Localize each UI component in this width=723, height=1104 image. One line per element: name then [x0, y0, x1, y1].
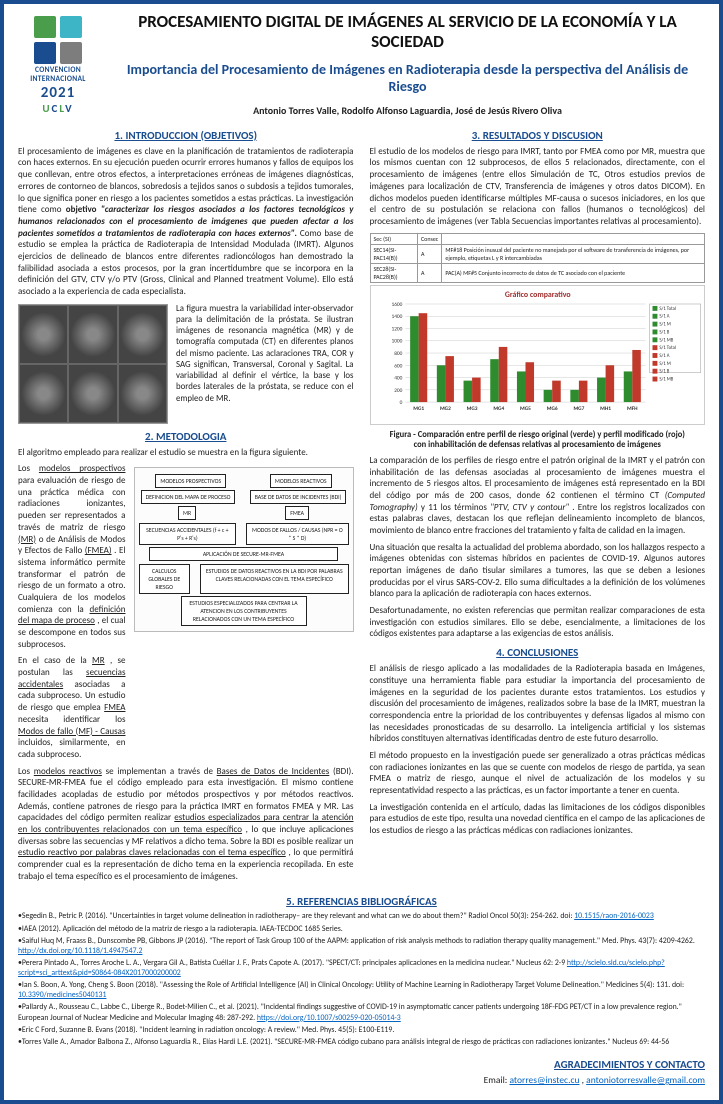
concl-p2: El método propuesto en la investigación …	[370, 750, 706, 797]
logo-sq	[60, 16, 82, 38]
svg-text:600: 600	[394, 363, 402, 369]
svg-text:S/1 B: S/1 B	[659, 330, 669, 335]
svg-text:MG7: MG7	[573, 406, 584, 412]
reference-item: •Pallardy A., Rousseau C., Labbe C., Lib…	[18, 1003, 705, 1023]
svg-text:MG1: MG1	[413, 406, 424, 412]
logo-label: CONVENCION INTERNACIONAL	[18, 66, 98, 84]
logo-uclv: UCLV	[18, 102, 98, 115]
svg-text:800: 800	[394, 351, 402, 357]
svg-text:1600: 1600	[391, 302, 402, 308]
reference-item: •Eric C Ford, Suzanne B. Evans (2018). "…	[18, 1026, 705, 1036]
concl-p1: El análisis de riesgo aplicado a las mod…	[370, 663, 706, 745]
comparison-chart: Gráfico comparativo 0 200 400 600 800 1000 1200…	[370, 285, 706, 425]
section-concl-head: 4. CONCLUSIONES	[370, 646, 706, 659]
metod-p0: El algoritmo empleado para realizar el e…	[18, 447, 354, 459]
reference-item: •Ian S. Boon, A. Yong, Cheng S. Boon (20…	[18, 981, 705, 1001]
svg-text:S/1 MB: S/1 MB	[659, 377, 673, 382]
footer-email: Email: atorres@instec.cu , antoniotorres…	[18, 1074, 705, 1086]
result-p2: La comparación de los perfiles de riesgo…	[370, 455, 706, 537]
svg-text:400: 400	[394, 375, 402, 381]
concl-p3: La investigación contenida en el artícul…	[370, 802, 706, 837]
metod-p3: Los modelos reactivos se implementan a t…	[18, 766, 354, 883]
svg-text:S/1 B: S/1 B	[659, 369, 669, 374]
svg-text:MG4: MG4	[493, 406, 504, 412]
logo-year: 2021	[18, 84, 98, 102]
section-result-head: 3. RESULTADOS Y DISCUSION	[370, 129, 706, 142]
poster-subtitle: Importancia del Procesamiento de Imágene…	[110, 61, 705, 96]
svg-text:MG3: MG3	[466, 406, 477, 412]
svg-text:S/1 Total: S/1 Total	[659, 346, 676, 351]
footer-head: AGRADECIMIENTOS Y CONTACTO	[18, 1058, 705, 1071]
svg-text:1200: 1200	[391, 326, 402, 332]
reference-link[interactable]: https://doi.org/10.1007/s00259-020-05014…	[257, 1014, 401, 1023]
result-p1: El estudio de los modelos de riesgo para…	[370, 146, 706, 228]
email-link-1[interactable]: atorres@instec.cu	[509, 1074, 579, 1086]
fig1-caption: La figura muestra la variabilidad inter-…	[176, 304, 354, 405]
mri-ct-figure	[18, 304, 168, 424]
svg-text:MFH: MFH	[627, 406, 638, 412]
svg-text:MG5: MG5	[520, 406, 531, 412]
logo-sq	[60, 42, 82, 64]
sequence-table: Sec (SI)ConsecSEC14(SI-PAC14(B))AMF#18 P…	[370, 233, 706, 283]
reference-item: •Torres Valle A., Amador Balbona Z., Alf…	[18, 1038, 705, 1048]
svg-text:1000: 1000	[391, 338, 402, 344]
authors: Antonio Torres Valle, Rodolfo Alfonso La…	[110, 104, 705, 117]
methodology-diagram: MODELOS PROSPECTIVOSMODELOS REACTIVOS DE…	[134, 467, 354, 632]
reference-link[interactable]: 10.3390/medicines5040131	[18, 991, 106, 1000]
svg-text:1400: 1400	[391, 314, 402, 320]
svg-text:MH1: MH1	[600, 406, 611, 412]
section-intro-head: 1. INTRODUCCION (OBJETIVOS)	[18, 129, 354, 142]
intro-paragraph: El procesamiento de imágenes es clave en…	[18, 146, 354, 298]
chart-caption: Figura - Comparación entre perfil de rie…	[370, 430, 706, 451]
metod-p2: En el caso de la MR , se postulan las se…	[18, 655, 126, 760]
reference-item: •Saiful Huq M, Fraass B., Dunscombe PB, …	[18, 937, 705, 957]
reference-link[interactable]: 10.1515/raon-2016-0023	[574, 912, 654, 921]
svg-text:S/1 MB: S/1 MB	[659, 338, 673, 343]
svg-text:S/1 A: S/1 A	[659, 354, 669, 359]
reference-link[interactable]: http://dx.doi.org/10.1118/1.4947547.2	[18, 947, 142, 956]
metod-p1: Los modelos prospectivos para evaluación…	[18, 463, 126, 650]
reference-item: •Perera Pintado A., Torres Aroche L. A.,…	[18, 959, 705, 979]
logo-sq	[34, 42, 56, 64]
reference-item: •Segedin B., Petric P. (2016). "Uncertai…	[18, 912, 705, 922]
email-link-2[interactable]: antoniotorresvalle@gmail.com	[586, 1074, 705, 1086]
svg-text:Gráfico comparativo: Gráfico comparativo	[504, 291, 570, 300]
section-refs-head: 5. REFERENCIAS BIBLIOGRÁFICAS	[18, 895, 705, 908]
section-metod-head: 2. METODOLOGIA	[18, 430, 354, 443]
svg-text:0: 0	[399, 400, 402, 406]
svg-text:S/1 Total: S/1 Total	[659, 306, 676, 311]
logo-sq	[34, 16, 56, 38]
result-p4: Desafortunadamente, no existen referenci…	[370, 605, 706, 640]
svg-text:MG6: MG6	[546, 406, 557, 412]
svg-text:S/1 M: S/1 M	[659, 361, 670, 366]
convention-logo: CONVENCION INTERNACIONAL 2021 UCLV	[18, 12, 98, 115]
poster-title: PROCESAMIENTO DIGITAL DE IMÁGENES AL SER…	[110, 12, 705, 53]
svg-text:200: 200	[394, 387, 402, 393]
svg-text:MG2: MG2	[439, 406, 450, 412]
result-p3: Una situación que resalta la actualidad …	[370, 542, 706, 600]
svg-text:S/1 M: S/1 M	[659, 322, 670, 327]
reference-item: •IAEA (2012). Aplicación del método de l…	[18, 925, 705, 935]
svg-text:S/1 A: S/1 A	[659, 314, 669, 319]
